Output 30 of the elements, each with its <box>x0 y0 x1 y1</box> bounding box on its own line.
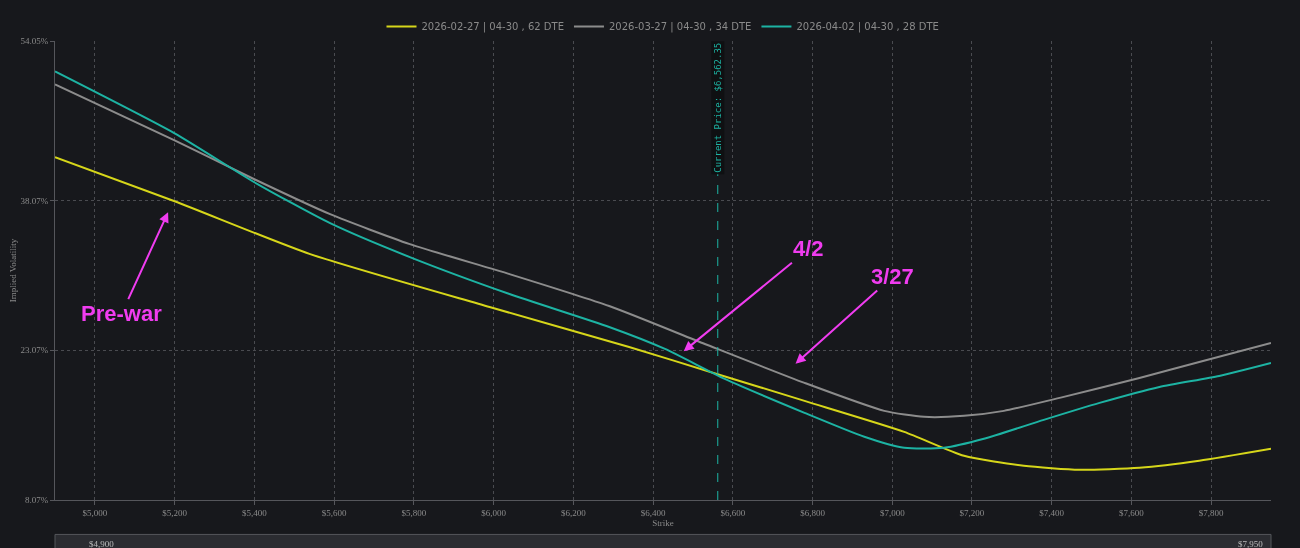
annotation: Pre-war <box>81 301 163 326</box>
x-tick-label: $7,200 <box>959 507 985 518</box>
x-tick-label: $5,200 <box>162 507 188 518</box>
x-tick-label: $7,600 <box>1119 507 1145 518</box>
ref-line-label: Current Price: $6,562.35 <box>712 42 723 173</box>
x-tick-label: $6,600 <box>720 507 746 518</box>
x-tick-label: $5,800 <box>401 507 427 518</box>
x-tick-label: $6,000 <box>481 507 507 518</box>
text: $4,900 <box>89 539 115 548</box>
legend-label: 2026-02-27 | 04-30 , 62 DTE <box>421 21 564 34</box>
text: $7,950 <box>1238 539 1264 548</box>
y-tick-label: 23.07% <box>20 345 49 356</box>
annotation: 4/2 <box>793 236 824 261</box>
x-tick-label: $6,200 <box>560 507 587 518</box>
legend-label: 2026-03-27 | 04-30 , 34 DTE <box>608 21 752 34</box>
legend-label: 2026-04-02 | 04-30 , 28 DTE <box>796 21 939 34</box>
x-tick-label: $6,800 <box>800 507 826 518</box>
annotation: 3/27 <box>871 264 914 289</box>
y-tick-label: 8.07% <box>24 495 49 506</box>
y-tick-label: 38.07% <box>20 195 49 206</box>
y-axis-title: Implied Volatility <box>7 238 18 303</box>
x-tick-label: $5,600 <box>321 507 347 518</box>
x-tick-label: $7,000 <box>879 507 906 518</box>
x-tick-label: $6,400 <box>640 507 666 518</box>
x-tick-label: $7,400 <box>1039 507 1065 518</box>
y-tick-label: 54.05% <box>20 36 49 47</box>
x-tick-label: $5,000 <box>82 507 108 518</box>
x-tick-label: $5,400 <box>241 507 268 518</box>
x-axis-title: Strike <box>652 517 674 528</box>
x-tick-label: $7,800 <box>1198 507 1225 518</box>
